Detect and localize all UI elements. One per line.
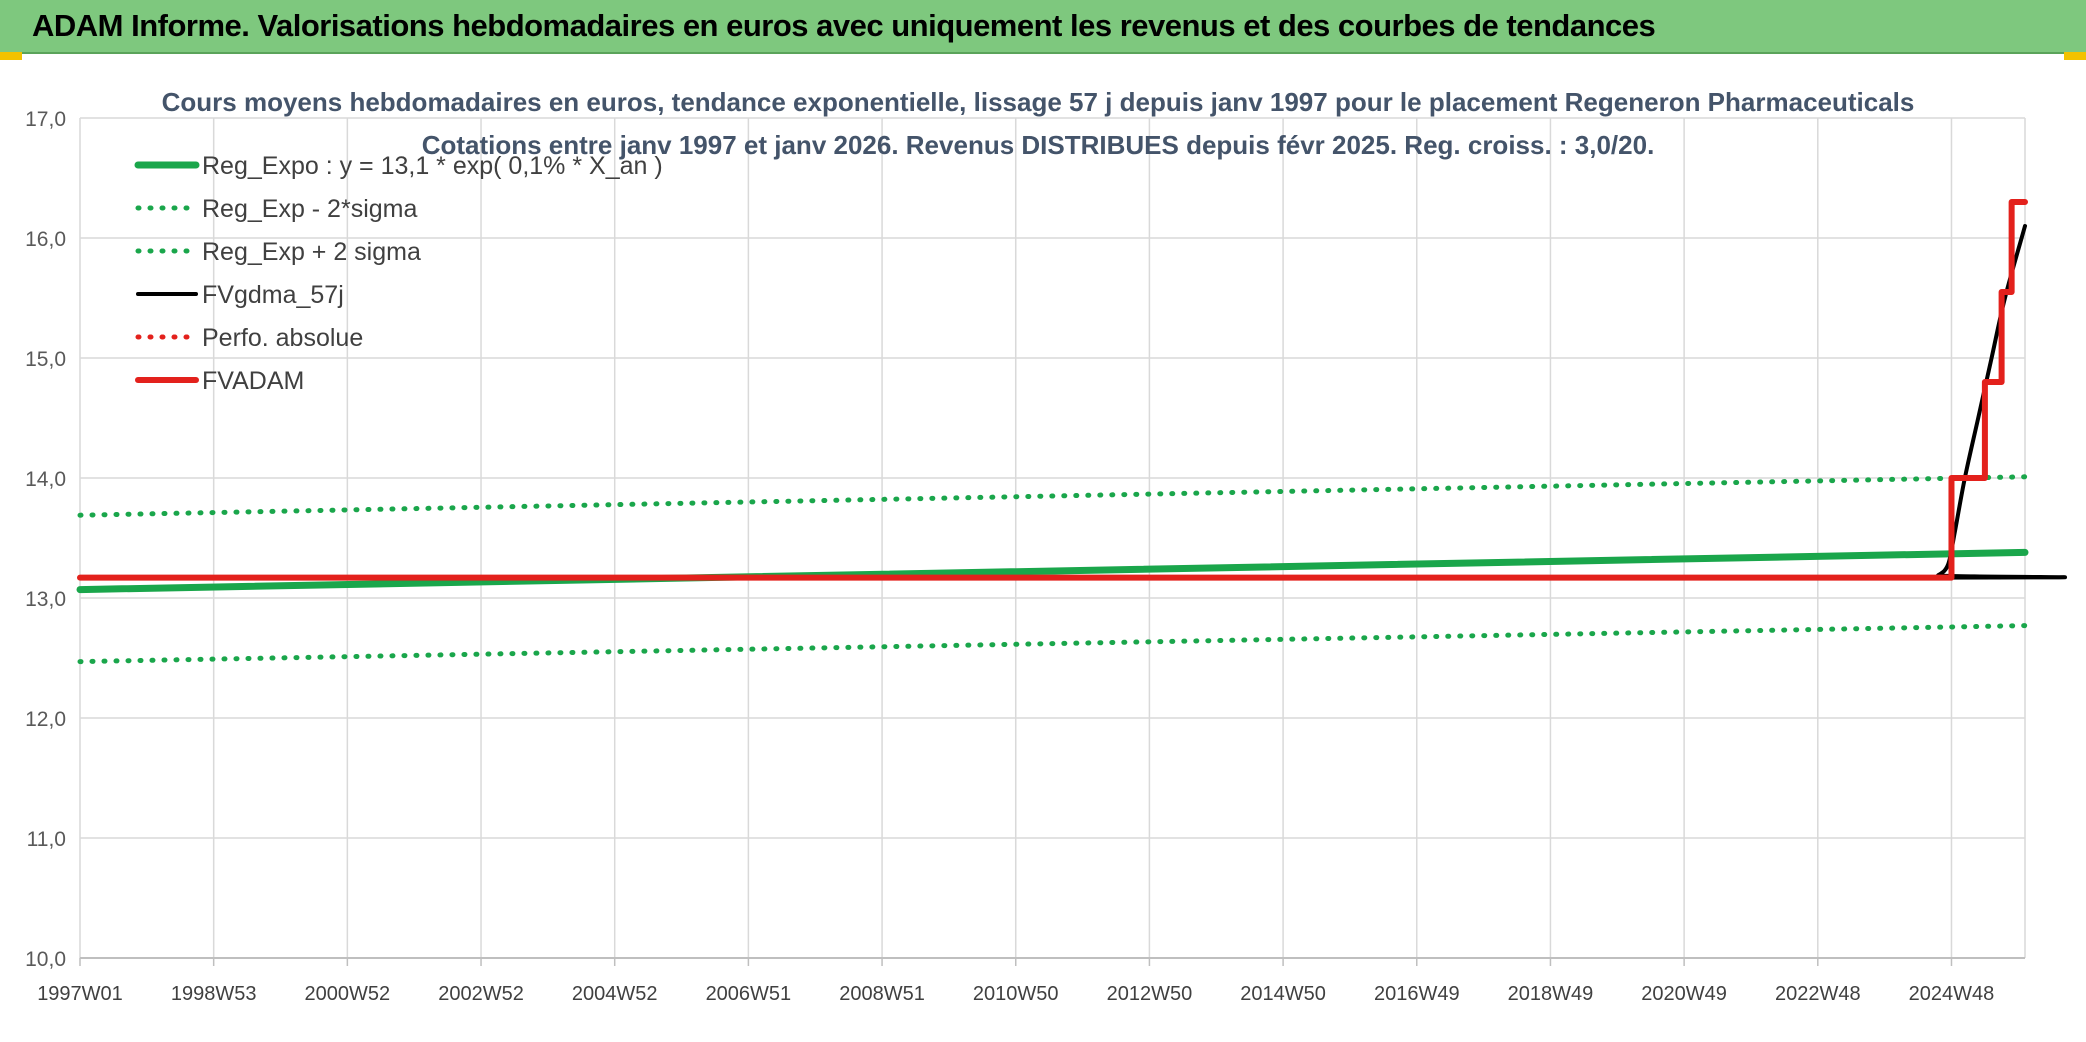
x-tick-label: 2012W50 — [1107, 983, 1193, 1005]
legend-label: FVADAM — [202, 367, 304, 395]
x-tick-label: 1997W01 — [37, 983, 123, 1005]
y-tick-label: 10,0 — [25, 948, 66, 971]
series-line-1 — [77, 623, 2028, 665]
y-tick-label: 16,0 — [25, 228, 66, 251]
x-tick-label: 2008W51 — [839, 983, 925, 1005]
x-tick-label: 2020W49 — [1641, 983, 1727, 1005]
legend-label: Perfo. absolue — [202, 324, 363, 352]
legend-label: Reg_Exp - 2*sigma — [202, 195, 417, 223]
series-layer — [76, 199, 2067, 665]
line-chart: 10,0 11,0 12,0 13,0 14,0 15,0 16,0 17,0 1997W01 1… — [25, 87, 2067, 1005]
x-tick-label: 2010W50 — [973, 983, 1059, 1005]
legend: Reg_Expo : y = 13,1 * exp( 0,1% * X_an )… — [134, 152, 663, 395]
series-line-2 — [77, 474, 2028, 518]
chart-title: Cours moyens hebdomadaires en euros, ten… — [162, 87, 1915, 117]
x-tick-label: 2014W50 — [1240, 983, 1326, 1005]
title-layer: Cours moyens hebdomadaires en euros, ten… — [162, 87, 1915, 160]
corner-mark-right — [2064, 52, 2086, 60]
x-tick-label: 2022W48 — [1775, 983, 1861, 1005]
y-tick-label: 12,0 — [25, 708, 66, 731]
y-tick-label: 14,0 — [25, 468, 66, 491]
x-tick-label: 2002W52 — [438, 983, 524, 1005]
legend-label: Reg_Expo : y = 13,1 * exp( 0,1% * X_an ) — [202, 152, 663, 180]
chart-area: 10,0 11,0 12,0 13,0 14,0 15,0 16,0 17,0 1997W01 1… — [0, 58, 2086, 1037]
legend-label: Reg_Exp + 2 sigma — [202, 238, 421, 266]
x-tick-label: 1998W53 — [171, 983, 257, 1005]
x-tick-label: 2024W48 — [1909, 983, 1995, 1005]
chart-subtitle: Cotations entre janv 1997 et janv 2026. … — [422, 130, 1655, 160]
legend-label: FVgdma_57j — [202, 281, 344, 309]
axis-layer: 10,0 11,0 12,0 13,0 14,0 15,0 16,0 17,0 1997W01 1… — [25, 108, 2025, 1005]
y-tick-label: 11,0 — [27, 828, 66, 851]
x-tick-label: 2006W51 — [706, 983, 792, 1005]
report-title: ADAM Informe. Valorisations hebdomadaire… — [32, 8, 1656, 43]
series-line-3 — [78, 224, 2067, 580]
y-tick-label: 15,0 — [25, 348, 66, 371]
header-bar: ADAM Informe. Valorisations hebdomadaire… — [0, 0, 2086, 54]
grid-layer — [79, 117, 2026, 959]
x-tick-label: 2000W52 — [305, 983, 391, 1005]
x-tick-label: 2004W52 — [572, 983, 658, 1005]
series-line-5 — [77, 199, 2028, 581]
x-tick-label: 2018W49 — [1508, 983, 1594, 1005]
series-line-0 — [76, 548, 2029, 594]
y-tick-label: 13,0 — [25, 588, 66, 611]
y-tick-label: 17,0 — [25, 108, 66, 131]
corner-mark-left — [0, 52, 22, 60]
x-tick-label: 2016W49 — [1374, 983, 1460, 1005]
